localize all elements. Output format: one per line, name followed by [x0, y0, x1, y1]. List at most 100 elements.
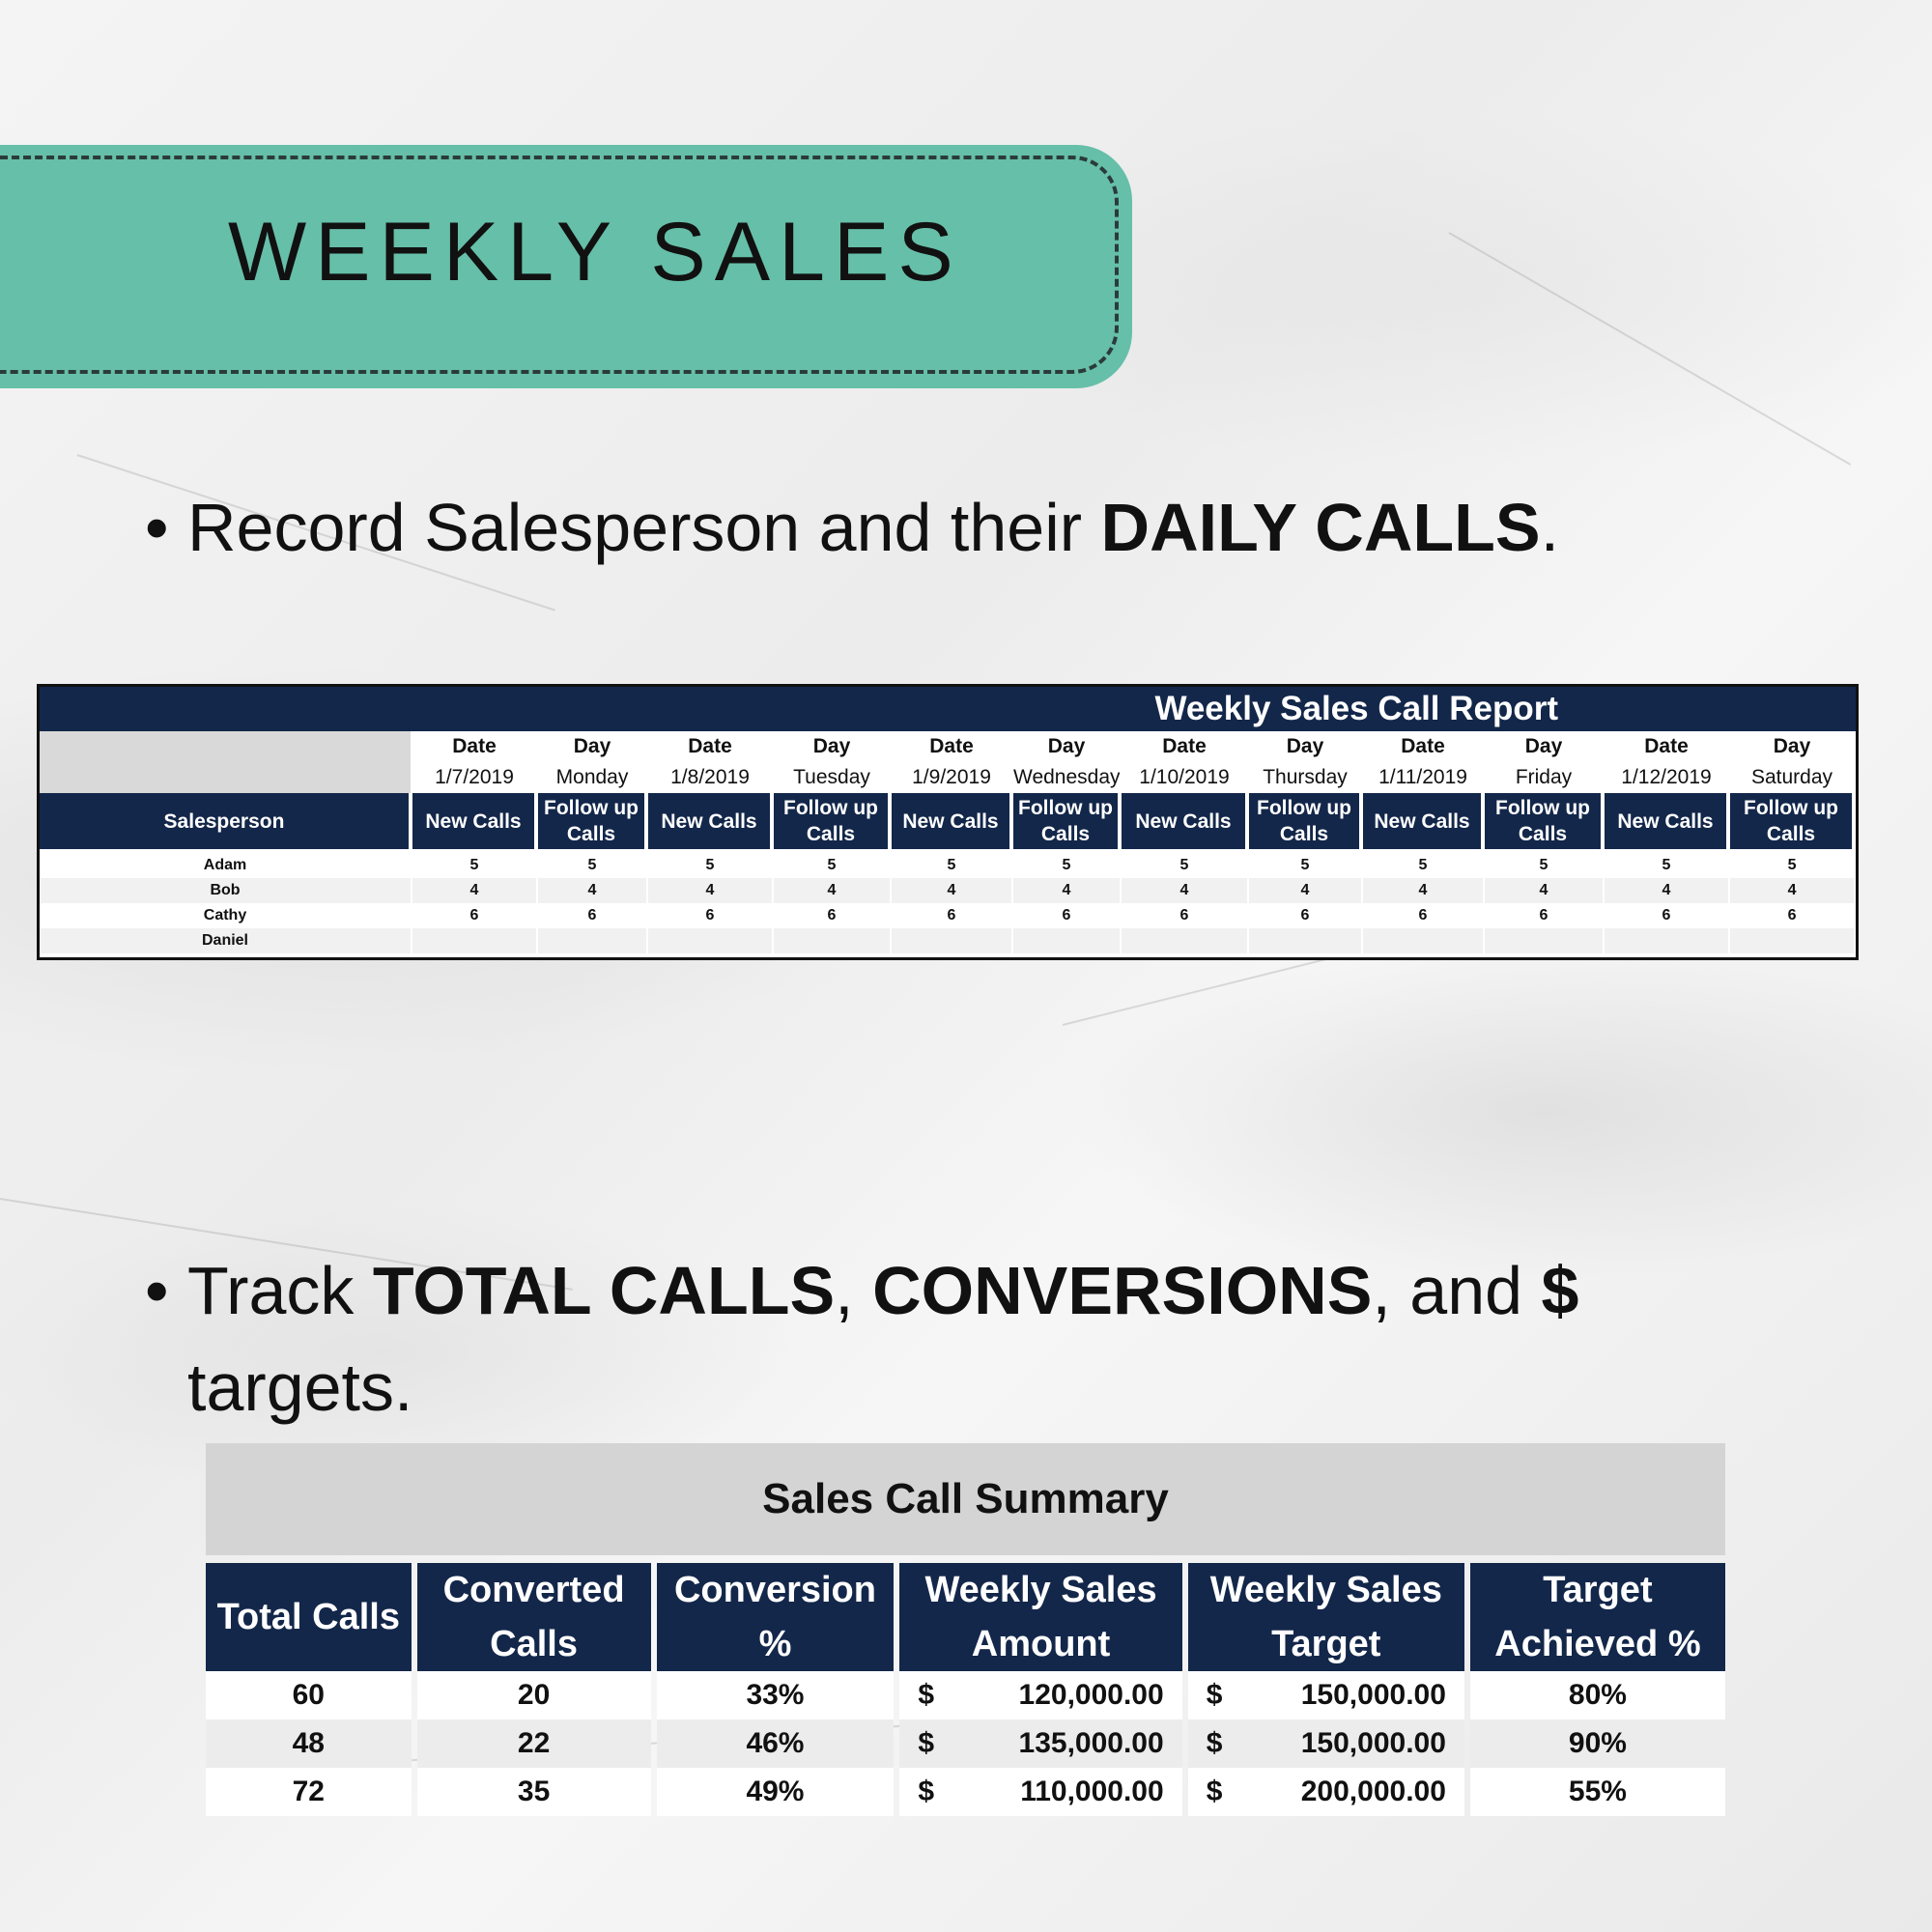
follow-up-calls-cell[interactable]: 6 — [1013, 903, 1122, 928]
follow-up-calls-cell[interactable]: 6 — [774, 903, 892, 928]
new-calls-cell[interactable]: 5 — [648, 853, 774, 878]
new-calls-cell[interactable]: 5 — [892, 853, 1013, 878]
amount-value: 200,000.00 — [1300, 1776, 1446, 1807]
target-achieved-cell: 55% — [1469, 1768, 1725, 1816]
follow-up-calls-cell[interactable]: 5 — [1485, 853, 1605, 878]
date-value: 1/12/2019 — [1605, 762, 1730, 793]
new-calls-cell[interactable]: 4 — [412, 878, 538, 903]
new-calls-cell[interactable] — [1122, 928, 1249, 953]
currency-symbol: $ — [918, 1679, 935, 1711]
summary-title: Sales Call Summary — [206, 1443, 1725, 1555]
new-calls-cell[interactable]: 6 — [1363, 903, 1485, 928]
bullet-dot: • — [145, 1253, 169, 1328]
bullet-emphasis: CONVERSIONS — [872, 1253, 1373, 1328]
day-value: Friday — [1485, 762, 1605, 793]
new-calls-cell[interactable]: 5 — [1363, 853, 1485, 878]
new-calls-cell[interactable]: 5 — [412, 853, 538, 878]
new-calls-cell[interactable]: 6 — [412, 903, 538, 928]
day-value: Monday — [538, 762, 648, 793]
day-label: Day — [1485, 731, 1605, 762]
new-calls-cell[interactable]: 6 — [648, 903, 774, 928]
new-calls-cell[interactable] — [1605, 928, 1730, 953]
new-calls-cell[interactable]: 6 — [1122, 903, 1249, 928]
weekly-sales-target-cell: $150,000.00 — [1187, 1719, 1464, 1768]
target-achieved-header: Target Achieved % — [1469, 1563, 1725, 1671]
new-calls-cell[interactable] — [412, 928, 538, 953]
follow-up-calls-cell[interactable]: 6 — [1730, 903, 1856, 928]
new-calls-cell[interactable] — [892, 928, 1013, 953]
follow-up-calls-cell[interactable] — [538, 928, 648, 953]
follow-up-calls-cell[interactable]: 5 — [1013, 853, 1122, 878]
follow-up-calls-cell[interactable]: 5 — [538, 853, 648, 878]
day-value: Wednesday — [1013, 762, 1122, 793]
follow-up-calls-cell[interactable] — [1013, 928, 1122, 953]
date-value: 1/9/2019 — [892, 762, 1013, 793]
follow-up-calls-cell[interactable]: 4 — [1013, 878, 1122, 903]
follow-up-calls-cell[interactable]: 5 — [1730, 853, 1856, 878]
amount-value: 135,000.00 — [1018, 1727, 1164, 1759]
follow-up-calls-cell[interactable]: 6 — [538, 903, 648, 928]
salesperson-name: Bob — [40, 878, 412, 903]
salesperson-name: Adam — [40, 853, 412, 878]
follow-up-calls-cell[interactable]: 6 — [1249, 903, 1363, 928]
converted-calls-cell: 35 — [416, 1768, 651, 1816]
new-calls-cell[interactable]: 4 — [1122, 878, 1249, 903]
table-row: 48 22 46% $135,000.00 $150,000.00 90% — [206, 1719, 1725, 1768]
salesperson-header: Salesperson — [40, 793, 412, 853]
new-calls-cell[interactable]: 4 — [1363, 878, 1485, 903]
new-calls-header: New Calls — [412, 793, 538, 853]
currency-symbol: $ — [1206, 1679, 1223, 1711]
date-day-value-row: 1/7/2019 Monday 1/8/2019 Tuesday 1/9/201… — [40, 762, 1856, 793]
bullet-text: . — [1540, 490, 1560, 565]
follow-up-header: Follow up Calls — [1249, 793, 1363, 853]
follow-up-calls-cell[interactable]: 5 — [1249, 853, 1363, 878]
follow-up-calls-cell[interactable]: 4 — [1730, 878, 1856, 903]
new-calls-cell[interactable]: 6 — [892, 903, 1013, 928]
weekly-sales-amount-header: Weekly Sales Amount — [899, 1563, 1182, 1671]
weekly-sales-call-report: Weekly Sales Call Report Date Day Date D… — [37, 684, 1859, 960]
banner-dashed-border — [0, 156, 1119, 374]
converted-calls-cell: 22 — [416, 1719, 651, 1768]
day-label: Day — [538, 731, 648, 762]
date-value: 1/10/2019 — [1122, 762, 1249, 793]
new-calls-cell[interactable]: 4 — [892, 878, 1013, 903]
marble-vein — [1448, 232, 1852, 466]
conversion-pct-cell: 33% — [656, 1671, 895, 1719]
new-calls-cell[interactable]: 6 — [1605, 903, 1730, 928]
follow-up-calls-cell[interactable]: 4 — [538, 878, 648, 903]
follow-up-calls-cell[interactable]: 5 — [774, 853, 892, 878]
new-calls-cell[interactable] — [1363, 928, 1485, 953]
weekly-sales-amount-cell: $110,000.00 — [899, 1768, 1182, 1816]
follow-up-header: Follow up Calls — [1730, 793, 1856, 853]
new-calls-cell[interactable]: 4 — [1605, 878, 1730, 903]
follow-up-calls-cell[interactable] — [774, 928, 892, 953]
bullet-text: Track — [187, 1253, 373, 1328]
total-calls-cell: 72 — [206, 1768, 412, 1816]
conversion-pct-cell: 49% — [656, 1768, 895, 1816]
follow-up-calls-cell[interactable] — [1485, 928, 1605, 953]
page-title: WEEKLY SALES — [228, 206, 962, 298]
follow-up-calls-cell[interactable]: 4 — [774, 878, 892, 903]
follow-up-calls-cell[interactable]: 6 — [1485, 903, 1605, 928]
new-calls-cell[interactable] — [648, 928, 774, 953]
new-calls-cell[interactable]: 5 — [1122, 853, 1249, 878]
conversion-pct-cell: 46% — [656, 1719, 895, 1768]
follow-up-header: Follow up Calls — [538, 793, 648, 853]
amount-value: 120,000.00 — [1018, 1679, 1164, 1711]
bullet-dot: • — [145, 490, 169, 565]
day-value: Thursday — [1249, 762, 1363, 793]
follow-up-calls-cell[interactable]: 4 — [1249, 878, 1363, 903]
blank-cell — [40, 762, 412, 793]
follow-up-calls-cell[interactable] — [1249, 928, 1363, 953]
report-title: Weekly Sales Call Report — [40, 687, 1856, 731]
date-label: Date — [412, 731, 538, 762]
currency-symbol: $ — [918, 1727, 935, 1759]
new-calls-header: New Calls — [648, 793, 774, 853]
follow-up-calls-cell[interactable] — [1730, 928, 1856, 953]
day-label: Day — [1249, 731, 1363, 762]
new-calls-cell[interactable]: 4 — [648, 878, 774, 903]
bullet-emphasis: DAILY CALLS — [1100, 490, 1541, 565]
bullet-text: , — [835, 1253, 873, 1328]
follow-up-calls-cell[interactable]: 4 — [1485, 878, 1605, 903]
new-calls-cell[interactable]: 5 — [1605, 853, 1730, 878]
